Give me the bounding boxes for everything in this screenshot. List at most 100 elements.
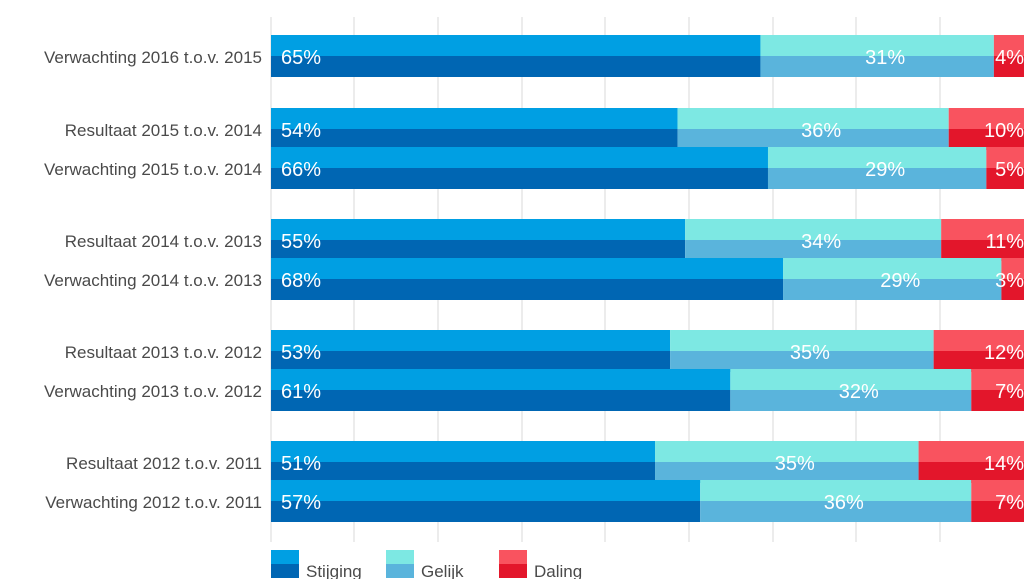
bar-segment-daling-bottom <box>986 168 1024 189</box>
bar-segment-gelijk-top <box>677 108 949 129</box>
bar-segment-gelijk-top <box>685 219 942 240</box>
bar-segment-stijging-top <box>271 108 678 129</box>
data-label: 35% <box>790 342 830 364</box>
data-label: 53% <box>281 342 321 364</box>
legend-swatch-stijging-top <box>271 550 299 564</box>
bar-segment-gelijk-top <box>730 369 972 390</box>
bar-segment-stijging-top <box>271 480 701 501</box>
data-label: 36% <box>801 120 841 142</box>
bar-segment-daling-top <box>941 219 1024 240</box>
data-label: 7% <box>995 381 1024 403</box>
bar-segment-gelijk-bottom <box>670 351 934 372</box>
bar-segment-gelijk-top <box>655 441 919 462</box>
bar-segment-gelijk-bottom <box>655 462 919 483</box>
data-label: 36% <box>824 492 864 514</box>
bar-segment-stijging-top <box>271 330 671 351</box>
data-label: 12% <box>984 342 1024 364</box>
data-label: 35% <box>775 453 815 475</box>
bar-segment-gelijk-bottom <box>685 240 942 261</box>
bar-segment-stijging-bottom <box>271 240 686 261</box>
bar-segment-stijging-top <box>271 35 761 56</box>
category-label: Verwachting 2015 t.o.v. 2014 <box>44 160 262 179</box>
data-label: 57% <box>281 492 321 514</box>
legend-label-gelijk: Gelijk <box>421 562 464 579</box>
bar-segment-gelijk-top <box>767 147 987 168</box>
data-label: 51% <box>281 453 321 475</box>
category-label: Resultaat 2015 t.o.v. 2014 <box>65 121 262 140</box>
bar-segment-stijging-bottom <box>271 129 678 150</box>
category-label: Resultaat 2013 t.o.v. 2012 <box>65 343 262 362</box>
data-label: 10% <box>984 120 1024 142</box>
bar-segment-daling-bottom <box>918 462 1024 483</box>
bar-segment-stijging-bottom <box>271 279 784 300</box>
data-label: 34% <box>801 231 841 253</box>
category-label: Verwachting 2014 t.o.v. 2013 <box>44 271 262 290</box>
category-label: Resultaat 2012 t.o.v. 2011 <box>66 454 262 473</box>
bar-segment-daling-top <box>986 147 1024 168</box>
bar-segment-gelijk-bottom <box>767 168 987 189</box>
bar-segment-stijging-bottom <box>271 462 656 483</box>
legend-swatch-daling-top <box>499 550 527 564</box>
bar-segment-daling-bottom <box>1001 279 1024 300</box>
bar-segment-stijging-top <box>271 441 656 462</box>
bar-segment-daling-bottom <box>933 351 1024 372</box>
data-label: 61% <box>281 381 321 403</box>
legend-swatch-gelijk-top <box>386 550 414 564</box>
data-label: 29% <box>880 270 920 292</box>
bar-segment-daling-top <box>918 441 1024 462</box>
bar-segment-stijging-bottom <box>271 168 768 189</box>
bar-segment-gelijk-top <box>783 258 1002 279</box>
legend-swatch-stijging-bottom <box>271 564 299 578</box>
bar-segment-daling-top <box>971 369 1024 390</box>
bar-segment-gelijk-bottom <box>730 390 972 411</box>
bar-segment-stijging-top <box>271 219 686 240</box>
bar-segment-daling-top <box>1001 258 1024 279</box>
legend-swatch-gelijk-bottom <box>386 564 414 578</box>
bar-segment-gelijk-bottom <box>700 501 972 522</box>
bar-segment-stijging-top <box>271 147 768 168</box>
bar-segment-gelijk-bottom <box>783 279 1002 300</box>
data-label: 11% <box>985 231 1024 253</box>
bar-segment-stijging-bottom <box>271 390 731 411</box>
data-label: 65% <box>281 47 321 69</box>
bar-segment-daling-bottom <box>971 390 1024 411</box>
data-label: 3% <box>995 270 1024 292</box>
bar-segment-stijging-bottom <box>271 501 701 522</box>
data-label: 5% <box>995 159 1024 181</box>
data-label: 66% <box>281 159 321 181</box>
data-label: 29% <box>865 159 905 181</box>
data-label: 68% <box>281 270 321 292</box>
data-label: 4% <box>995 47 1024 69</box>
bar-segment-daling-bottom <box>941 240 1024 261</box>
bar-segment-daling-bottom <box>993 56 1024 77</box>
bar-segment-daling-top <box>933 330 1024 351</box>
data-label: 54% <box>281 120 321 142</box>
bar-segment-daling-bottom <box>971 501 1024 522</box>
category-label: Verwachting 2016 t.o.v. 2015 <box>44 48 262 67</box>
bar-segment-daling-top <box>971 480 1024 501</box>
bar-segment-gelijk-top <box>760 35 994 56</box>
bar-segment-stijging-bottom <box>271 351 671 372</box>
bar-segment-gelijk-top <box>700 480 972 501</box>
data-label: 31% <box>865 47 905 69</box>
bar-segment-gelijk-bottom <box>760 56 994 77</box>
bar-segment-stijging-top <box>271 258 784 279</box>
data-label: 32% <box>839 381 879 403</box>
category-label: Verwachting 2012 t.o.v. 2011 <box>45 493 262 512</box>
category-label: Resultaat 2014 t.o.v. 2013 <box>65 232 262 251</box>
data-label: 55% <box>281 231 321 253</box>
legend-label-stijging: Stijging <box>306 562 362 579</box>
legend-label-daling: Daling <box>534 562 582 579</box>
category-label: Verwachting 2013 t.o.v. 2012 <box>44 382 262 401</box>
data-label: 14% <box>984 453 1024 475</box>
bar-segment-daling-bottom <box>948 129 1024 150</box>
data-label: 7% <box>995 492 1024 514</box>
bar-segment-daling-top <box>948 108 1024 129</box>
bar-segment-gelijk-bottom <box>677 129 949 150</box>
bar-segment-gelijk-top <box>670 330 934 351</box>
bar-segment-daling-top <box>993 35 1024 56</box>
bar-segment-stijging-bottom <box>271 56 761 77</box>
legend-swatch-daling-bottom <box>499 564 527 578</box>
